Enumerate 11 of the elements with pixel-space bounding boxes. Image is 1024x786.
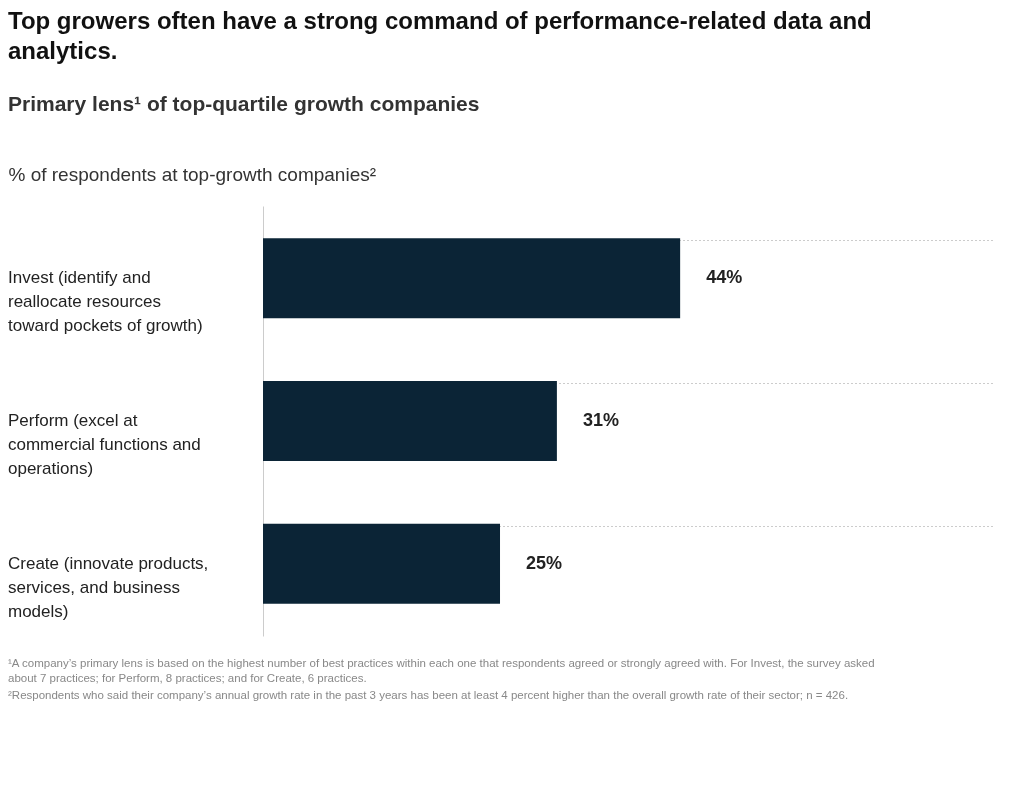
data-label: 44% [706, 267, 743, 288]
data-label: 25% [526, 552, 563, 573]
chart-title: Top growers often have a strong command of performance-related data and analytics. [8, 7, 872, 64]
chart-subtitle: Primary lens¹ of top-quartile growth companies [8, 92, 480, 115]
y-tick-label: Create (innovate products, services, and business models) [8, 553, 209, 621]
y-tick-label: Perform (excel at commercial functions and operations) [8, 411, 201, 478]
text: ¹A company’s primary lens is based on the highest number of best practices within each one that respondents agreed or strongly agreed with. For Invest, the survey asked about 7 practices; for Perform, 8 practices; and for Create, 6 practices. [8, 657, 875, 684]
text: ²Respondents who said their company’s annual growth rate in the past 3 years has been at least 4 percent higher than the overall growth rate of their sector; n = 426. [8, 689, 849, 701]
x-axis-title: % of respondents at top-growth companies² [8, 163, 377, 185]
y-tick-label: Invest (identify and reallocate resources toward pockets of growth) [8, 268, 203, 336]
data-label: 31% [582, 410, 619, 430]
